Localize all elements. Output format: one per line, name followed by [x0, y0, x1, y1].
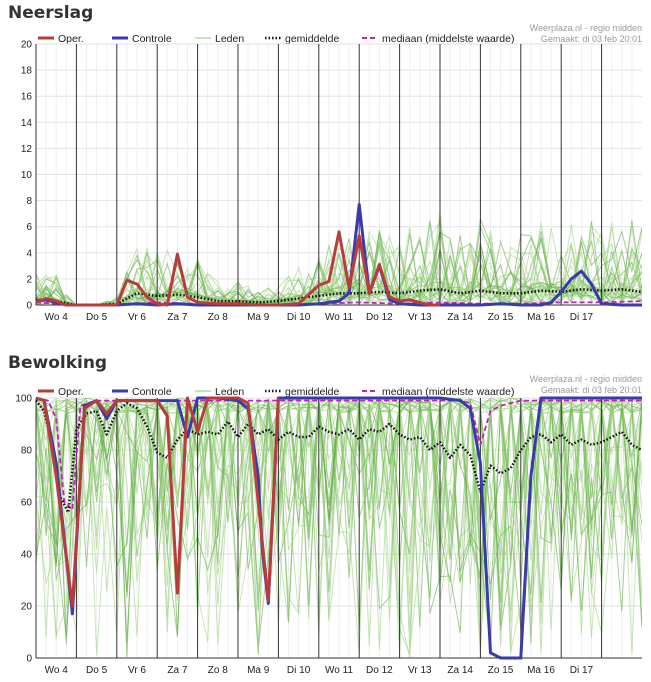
y-tick-label: 40	[21, 550, 33, 561]
x-tick-label: Zo 15	[488, 665, 514, 676]
x-tick-label: Wo 4	[45, 312, 69, 323]
credit-source: Weerplaza.nl - regio midden	[530, 23, 642, 33]
series-line-oper	[35, 396, 280, 608]
legend-label: gemiddelde	[285, 33, 339, 45]
legend-label: Oper.	[58, 386, 84, 398]
legend-label: Oper.	[58, 33, 84, 45]
ensemble-member-line	[36, 240, 642, 305]
credit-source: Weerplaza.nl - regio midden	[530, 374, 642, 384]
legend-item-gemiddelde: gemiddelde	[265, 33, 339, 45]
x-tick-label: Do 12	[366, 312, 393, 323]
neerslag-panel: Neerslag Weerplaza.nl - regio midden Gema…	[0, 0, 651, 340]
legend-item-leden: Leden	[195, 386, 244, 398]
x-tick-label: Di 10	[287, 665, 311, 676]
ensemble-member-line	[36, 398, 642, 637]
legend-label: Leden	[215, 33, 244, 45]
x-tick-label: Wo 11	[325, 312, 353, 323]
credit-timestamp: Gemaakt: di 03 feb 20:01	[541, 385, 642, 395]
legend-item-oper: Oper.	[38, 33, 84, 45]
x-tick-label: Vr 13	[408, 665, 432, 676]
x-tick-label: Zo 15	[488, 312, 514, 323]
legend-item-mediaan-middelste-waarde: mediaan (middelste waarde)	[362, 33, 514, 45]
x-tick-label: Ma 9	[247, 312, 270, 323]
x-tick-label: Wo 4	[45, 665, 69, 676]
y-tick-label: 0	[26, 654, 32, 665]
y-tick-label: 2	[26, 274, 32, 285]
legend-label: mediaan (middelste waarde)	[382, 386, 514, 398]
x-tick-label: Di 17	[570, 665, 594, 676]
y-tick-label: 18	[21, 66, 33, 77]
x-tick-label: Za 14	[447, 312, 473, 323]
y-tick-label: 6	[26, 222, 32, 233]
x-tick-label: Za 7	[167, 312, 187, 323]
ensemble-member-line	[36, 398, 642, 646]
legend-label: Controle	[132, 386, 172, 398]
credit-timestamp: Gemaakt: di 03 feb 20:01	[541, 34, 642, 44]
ensemble-member-line	[36, 231, 642, 305]
y-tick-label: 4	[26, 248, 32, 259]
x-tick-label: Vr 6	[128, 312, 146, 323]
legend-item-controle: Controle	[112, 33, 172, 45]
y-tick-label: 100	[15, 394, 32, 405]
y-tick-label: 16	[21, 92, 33, 103]
series-line-gemiddelde	[35, 399, 643, 514]
x-tick-label: Za 14	[447, 665, 473, 676]
x-tick-label: Ma 16	[527, 665, 555, 676]
legend-label: Controle	[132, 33, 172, 45]
legend-item-mediaan-middelste-waarde: mediaan (middelste waarde)	[362, 386, 514, 398]
y-tick-label: 0	[26, 301, 32, 312]
legend-label: gemiddelde	[285, 386, 339, 398]
bewolking-panel: Bewolking Weerplaza.nl - regio midden Gem…	[0, 352, 651, 682]
x-tick-label: Ma 16	[527, 312, 555, 323]
series-line-oper	[35, 230, 440, 307]
legend-label: Leden	[215, 386, 244, 398]
legend-label: mediaan (middelste waarde)	[382, 33, 514, 45]
y-tick-label: 12	[21, 144, 33, 155]
x-tick-label: Do 5	[86, 665, 108, 676]
y-tick-label: 60	[21, 498, 33, 509]
legend-item-controle: Controle	[112, 386, 172, 398]
x-tick-label: Do 12	[366, 665, 393, 676]
legend-item-oper: Oper.	[38, 386, 84, 398]
x-tick-label: Do 5	[86, 312, 108, 323]
x-tick-label: Zo 8	[208, 312, 228, 323]
legend-item-gemiddelde: gemiddelde	[265, 386, 339, 398]
x-tick-label: Vr 13	[408, 312, 432, 323]
bewolking-title: Bewolking	[8, 353, 108, 373]
series-line-controle	[35, 203, 642, 307]
y-tick-label: 20	[21, 40, 33, 51]
x-tick-label: Di 17	[570, 312, 594, 323]
ensemble-member-line	[36, 398, 642, 639]
y-tick-label: 80	[21, 446, 33, 457]
legend-item-leden: Leden	[195, 33, 244, 45]
x-tick-label: Wo 11	[325, 665, 353, 676]
x-tick-label: Za 7	[167, 665, 187, 676]
x-tick-label: Zo 8	[208, 665, 228, 676]
y-tick-label: 8	[26, 196, 32, 207]
x-tick-label: Ma 9	[247, 665, 270, 676]
y-tick-label: 20	[21, 602, 33, 613]
neerslag-title: Neerslag	[8, 3, 94, 23]
x-tick-label: Di 10	[287, 312, 311, 323]
x-tick-label: Vr 6	[128, 665, 146, 676]
y-tick-label: 10	[21, 170, 33, 181]
ensemble-member-line	[36, 234, 642, 305]
y-tick-label: 14	[21, 118, 33, 129]
